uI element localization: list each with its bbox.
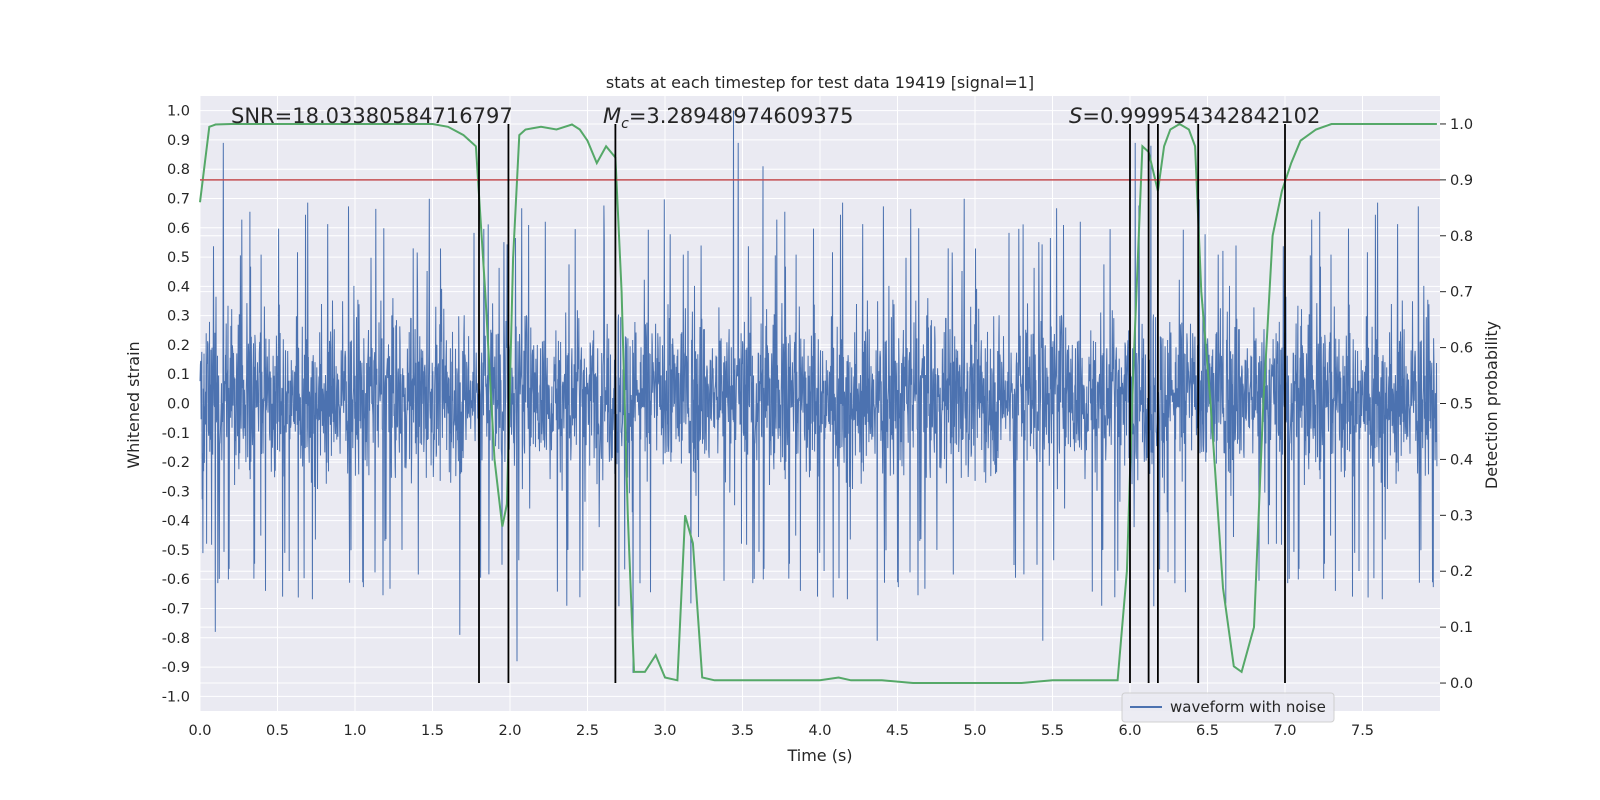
x-tick-label: 0.0 bbox=[188, 723, 211, 739]
y2-axis-label: Detection probability bbox=[1482, 321, 1501, 489]
x-tick-label: 7.5 bbox=[1351, 723, 1374, 739]
y-tick-label: 0.2 bbox=[167, 338, 190, 354]
chirp-mass-value: =3.28948974609375 bbox=[629, 104, 854, 128]
chirp-mass-annotation: Mc=3.28948974609375 bbox=[603, 104, 854, 132]
y-tick-label: 0.3 bbox=[167, 309, 190, 325]
x-tick-label: 1.5 bbox=[421, 723, 444, 739]
y-tick-label: -0.8 bbox=[162, 631, 190, 647]
y-tick-label: -0.2 bbox=[162, 455, 190, 471]
x-tick-label: 1.0 bbox=[343, 723, 366, 739]
x-tick-label: 3.5 bbox=[731, 723, 754, 739]
x-axis-label: Time (s) bbox=[786, 746, 852, 765]
y-tick-label: 0.8 bbox=[167, 162, 190, 178]
y-tick-label: -0.6 bbox=[162, 572, 190, 588]
y2-tick-label: 0.3 bbox=[1450, 508, 1473, 524]
chirp-mass-subscript: c bbox=[621, 116, 629, 132]
y-tick-label: -0.7 bbox=[162, 602, 190, 618]
y-tick-label: -0.1 bbox=[162, 426, 190, 442]
y-tick-label: 0.0 bbox=[167, 397, 190, 413]
detection-probability-line bbox=[199, 122, 1437, 684]
legend-box bbox=[1121, 692, 1335, 723]
x-tick-label: 6.0 bbox=[1118, 723, 1141, 739]
y2-tick-label: 0.8 bbox=[1450, 229, 1473, 245]
x-tick-label: 4.5 bbox=[886, 723, 909, 739]
x-tick-label: 2.0 bbox=[498, 723, 521, 739]
y-tick-label: -1.0 bbox=[162, 689, 190, 705]
y-axis-label: Whitened strain bbox=[124, 341, 143, 468]
y2-tick-label: 0.2 bbox=[1450, 564, 1473, 580]
legend-label: waveform with noise bbox=[1170, 698, 1326, 716]
y-tick-label: 1.0 bbox=[167, 104, 190, 120]
spin-annotation: S=0.999954342842102 bbox=[1069, 104, 1320, 128]
waveform-with-noise-line bbox=[199, 110, 1438, 673]
y-tick-label: 0.7 bbox=[167, 192, 190, 208]
spin-value: =0.999954342842102 bbox=[1082, 104, 1320, 128]
y-tick-label: 0.4 bbox=[167, 279, 190, 295]
legend: waveform with noise bbox=[1121, 692, 1335, 723]
x-tick-label: 6.5 bbox=[1196, 723, 1219, 739]
y2-tick-label: 0.1 bbox=[1450, 620, 1473, 636]
ticks-layer: 0.0 0.5 1.0 1.5 2.0 2.5 3.0 3.5 4.0 4.5 5.0 5.5 6.0 6… bbox=[162, 104, 1473, 739]
y2-tick-label: 0.7 bbox=[1450, 285, 1473, 301]
overlay-layer bbox=[199, 122, 1440, 684]
y2-tick-label: 0.9 bbox=[1450, 173, 1473, 189]
x-tick-label: 5.0 bbox=[963, 723, 986, 739]
x-tick-label: 5.5 bbox=[1041, 723, 1064, 739]
chart-title: stats at each timestep for test data 194… bbox=[606, 73, 1034, 92]
x-tick-label: 2.5 bbox=[576, 723, 599, 739]
y-tick-label: -0.3 bbox=[162, 484, 190, 500]
y2-tick-label: 1.0 bbox=[1450, 117, 1473, 133]
x-tick-label: 0.5 bbox=[266, 723, 289, 739]
y-tick-label: -0.4 bbox=[162, 514, 190, 530]
x-tick-label: 4.0 bbox=[808, 723, 831, 739]
x-tick-label: 7.0 bbox=[1273, 723, 1296, 739]
snr-annotation: SNR=18.03380584716797 bbox=[231, 104, 513, 128]
y-tick-label: -0.9 bbox=[162, 660, 190, 676]
y-tick-label: -0.5 bbox=[162, 543, 190, 559]
y2-tick-label: 0.5 bbox=[1450, 397, 1473, 413]
y2-tick-label: 0.0 bbox=[1450, 676, 1473, 692]
y-tick-label: 0.9 bbox=[167, 133, 190, 149]
x-tick-label: 3.0 bbox=[653, 723, 676, 739]
y-tick-label: 0.6 bbox=[167, 221, 190, 237]
series-layer bbox=[199, 110, 1438, 673]
y-tick-label: 0.1 bbox=[167, 367, 190, 383]
y2-tick-label: 0.4 bbox=[1450, 452, 1473, 468]
y-tick-label: 0.5 bbox=[167, 250, 190, 266]
chirp-mass-symbol: M bbox=[603, 104, 621, 128]
y2-tick-label: 0.6 bbox=[1450, 341, 1473, 357]
spin-symbol: S bbox=[1069, 104, 1082, 128]
